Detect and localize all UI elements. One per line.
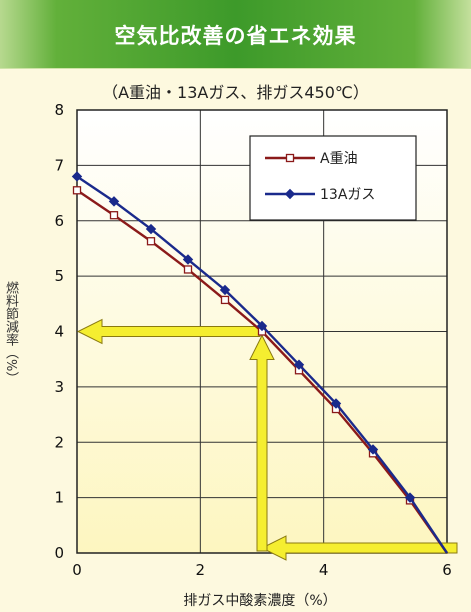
data-point — [330, 398, 342, 409]
data-point — [293, 359, 305, 370]
x-tick-label: 4 — [319, 561, 329, 579]
y-tick-label: 2 — [54, 433, 64, 451]
data-point — [109, 211, 119, 220]
legend: A重油 13Aガス — [249, 135, 417, 221]
data-point — [404, 492, 416, 503]
y-tick-label: 1 — [54, 489, 64, 507]
x-tick-label: 2 — [196, 561, 206, 579]
legend-label: 13Aガス — [320, 187, 375, 203]
arrow-vertical — [249, 334, 275, 552]
data-point — [71, 171, 83, 182]
tick-labels: 0 1 2 3 4 5 6 7 8 0 2 4 6 — [54, 101, 451, 579]
data-point — [182, 254, 194, 265]
data-point — [146, 237, 156, 246]
data-point — [145, 223, 157, 235]
y-tick-label: 8 — [54, 101, 64, 119]
data-point — [367, 444, 379, 455]
arrow-horizontal-top — [76, 318, 261, 345]
legend-marker — [284, 188, 296, 200]
data-point — [72, 186, 82, 195]
y-tick-label: 0 — [54, 544, 64, 562]
page-title: 空気比改善の省エネ効果 — [114, 24, 357, 48]
y-tick-label: 4 — [54, 323, 64, 341]
data-point — [108, 196, 120, 207]
series-layer — [71, 171, 448, 554]
x-tick-label: 0 — [72, 561, 82, 579]
legend-label: A重油 — [320, 151, 358, 167]
x-axis-label: 排ガス中酸素濃度（%） — [183, 593, 337, 609]
y-tick-label: 7 — [54, 156, 64, 174]
data-point — [219, 284, 231, 296]
annotation-arrows — [76, 318, 458, 561]
y-axis-label: 燃料節減率（%） — [3, 281, 18, 385]
data-point — [183, 265, 193, 274]
legend-marker — [285, 153, 295, 163]
header-banner: 空気比改善の省エネ効果 — [0, 0, 471, 69]
data-point — [220, 295, 230, 305]
legend-box — [249, 135, 417, 221]
chart-subtitle: （A重油・13Aガス、排ガス450℃） — [102, 83, 369, 102]
arrow-horizontal-bottom — [260, 535, 458, 561]
x-tick-label: 6 — [442, 561, 452, 579]
series-13a-gas — [71, 171, 448, 554]
y-tick-label: 6 — [54, 212, 64, 230]
data-point — [256, 320, 268, 332]
y-tick-label: 3 — [54, 378, 64, 396]
y-tick-label: 5 — [54, 267, 64, 285]
